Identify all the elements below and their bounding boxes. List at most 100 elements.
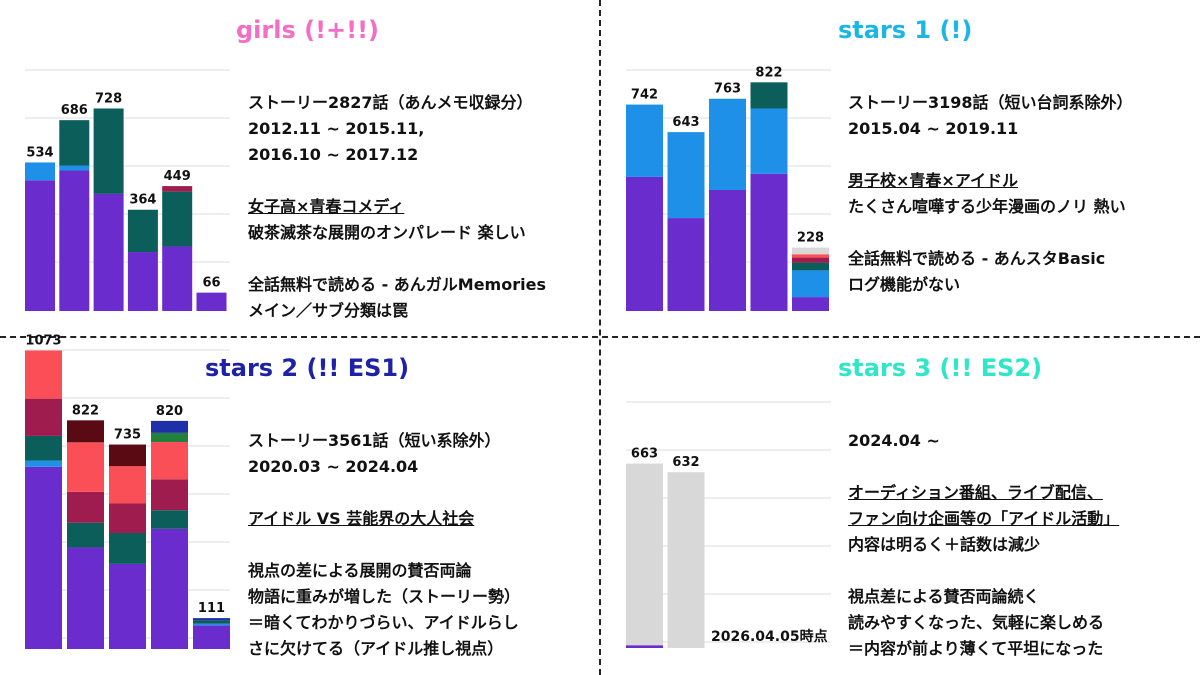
- bar-segment-purple: [93, 193, 124, 311]
- bar-total-label: 728: [95, 91, 122, 106]
- bar-segment-maroon: [67, 491, 104, 523]
- bar-segment-purple: [127, 252, 158, 311]
- description-line: 2016.10 ~ 2017.12: [248, 145, 419, 164]
- bar-segment-gray: [792, 247, 829, 255]
- bar-segment-purple: [667, 218, 705, 311]
- description-line: ストーリー3198話（短い台詞系除外）: [848, 93, 1133, 112]
- bar-total-label: 643: [672, 115, 699, 130]
- description-line: 視点差による賛否両論続く: [848, 587, 1040, 606]
- bar-segment-teal: [109, 532, 146, 564]
- description-line: [848, 454, 1119, 480]
- bar-segment-blue: [709, 98, 746, 190]
- stars1-description: ストーリー3198話（短い台詞系除外） 2015.04 ~ 2019.11 男子校×…: [848, 90, 1133, 298]
- bar-total-label: 735: [114, 428, 141, 443]
- bar-segment-purple: [792, 297, 829, 311]
- bar-total-label: 449: [164, 169, 191, 184]
- description-line: 2015.04 ~ 2019.11: [848, 119, 1019, 138]
- stars1-title: stars 1 (!): [838, 16, 973, 44]
- bar-segment-purple: [193, 625, 230, 649]
- bar-segment-navy: [193, 618, 230, 621]
- bar-segment-purple: [196, 292, 227, 311]
- bar-total-label: 228: [797, 231, 824, 246]
- description-line: [848, 142, 1133, 168]
- description-line: 2012.11 ~ 2015.11,: [248, 119, 425, 138]
- bar-segment-blue: [25, 162, 55, 181]
- bar-segment-purple: [25, 180, 55, 311]
- stars3-date-note: 2026.04.05時点: [711, 629, 828, 645]
- bar-segment-maroon: [792, 257, 829, 263]
- description-line: [248, 480, 520, 506]
- description-line: さに欠けてる（アイドル推し視点）: [248, 639, 504, 658]
- description-line: 2024.04 ~: [848, 431, 940, 450]
- description-line: 視点の差による展開の賛否両論: [248, 561, 472, 580]
- bar-segment-teal: [162, 191, 193, 247]
- bar-segment-salmon: [67, 442, 104, 492]
- bar-segment-blue: [193, 623, 230, 626]
- bar-segment-teal: [25, 435, 62, 461]
- bar-segment-maroon: [162, 186, 193, 192]
- description-line: 物語に重みが増した（ストーリー勢）: [248, 587, 521, 606]
- description-line: 読みやすくなった、気軽に楽しめる: [848, 613, 1105, 632]
- description-line: [248, 168, 546, 194]
- bar-total-label: 632: [672, 455, 699, 470]
- stars3-description: 2024.04 ~ オーディション番組、ライブ配信、 ファン向け企画等の「アイドル活…: [848, 428, 1119, 662]
- bar-segment-navy: [151, 420, 188, 433]
- girls-title: girls (!+!!): [236, 16, 379, 44]
- bar-total-label: 1073: [25, 334, 61, 349]
- bar-segment-purple: [750, 173, 788, 311]
- bar-total-label: 66: [202, 276, 220, 291]
- bar-total-label: 820: [156, 404, 183, 419]
- bar-segment-maroon: [25, 398, 62, 436]
- bar-segment-purple: [626, 645, 663, 648]
- bar-segment-teal: [59, 120, 90, 166]
- bar-segment-purple: [709, 189, 746, 311]
- description-line: 全話無料で読める - あんガルMemories: [248, 275, 546, 294]
- description-line: [248, 246, 546, 272]
- description-line: 全話無料で読める - あんスタBasic: [848, 249, 1106, 268]
- bar-segment-blue: [792, 270, 829, 298]
- description-line: 女子高×青春コメディ: [248, 197, 405, 216]
- stars3-chart: 663 632: [626, 401, 831, 648]
- bar-total-label: 822: [755, 65, 782, 80]
- stars2-title: stars 2 (!! ES1): [205, 354, 410, 382]
- bar-segment-teal: [193, 620, 230, 624]
- description-line: メイン／サブ分類は罠: [248, 301, 409, 320]
- bar-segment-darkred: [67, 420, 104, 443]
- bar-total-label: 763: [714, 82, 741, 97]
- bar-segment-darkred: [109, 444, 146, 467]
- bar-segment-salmon: [151, 442, 188, 480]
- description-line: 内容は明るく＋話数は減少: [848, 535, 1041, 554]
- stars2-chart: 1073 822 735 820 111: [25, 334, 230, 649]
- description-line: ログ機能がない: [848, 275, 961, 294]
- bar-segment-gray: [667, 472, 705, 648]
- bar-segment-teal: [151, 510, 188, 529]
- stars2-description: ストーリー3561話（短い系除外） 2020.03 ~ 2024.04 アイドル V…: [248, 428, 520, 662]
- bar-total-label: 663: [631, 447, 658, 462]
- description-line: ファン向け企画等の「アイドル活動」: [848, 509, 1120, 528]
- bar-segment-teal: [792, 262, 829, 271]
- bar-segment-maroon: [151, 479, 188, 511]
- bar-segment-blue: [626, 104, 663, 177]
- vertical-divider: [599, 0, 601, 675]
- bar-total-label: 742: [631, 88, 658, 103]
- description-line: アイドル VS 芸能界の大人社会: [248, 509, 475, 528]
- description-line: たくさん喧嘩する少年漫画のノリ 熱い: [848, 197, 1126, 216]
- description-line: 2020.03 ~ 2024.04: [248, 457, 419, 476]
- bar-total-label: 822: [72, 403, 99, 418]
- bar-segment-salmon: [109, 466, 146, 504]
- bar-segment-blue: [25, 460, 62, 467]
- bar-segment-maroon: [109, 503, 146, 533]
- girls-description: ストーリー2827話（あんメモ収録分） 2012.11 ~ 2015.11, 201…: [248, 90, 546, 324]
- description-line: オーディション番組、ライブ配信、: [848, 483, 1103, 502]
- bar-segment-blue: [750, 108, 788, 174]
- bar-segment-blue: [667, 132, 705, 219]
- bar-segment-purple: [151, 528, 188, 649]
- bar-segment-teal: [750, 82, 788, 109]
- description-line: 男子校×青春×アイドル: [848, 171, 1019, 190]
- bar-segment-teal: [93, 108, 124, 194]
- bar-segment-purple: [109, 563, 146, 649]
- description-line: ストーリー3561話（短い系除外）: [248, 431, 501, 450]
- bar-total-label: 364: [129, 193, 156, 208]
- description-line: ＝暗くてわかりづらい、アイドルらし: [248, 613, 519, 632]
- description-line: [248, 532, 520, 558]
